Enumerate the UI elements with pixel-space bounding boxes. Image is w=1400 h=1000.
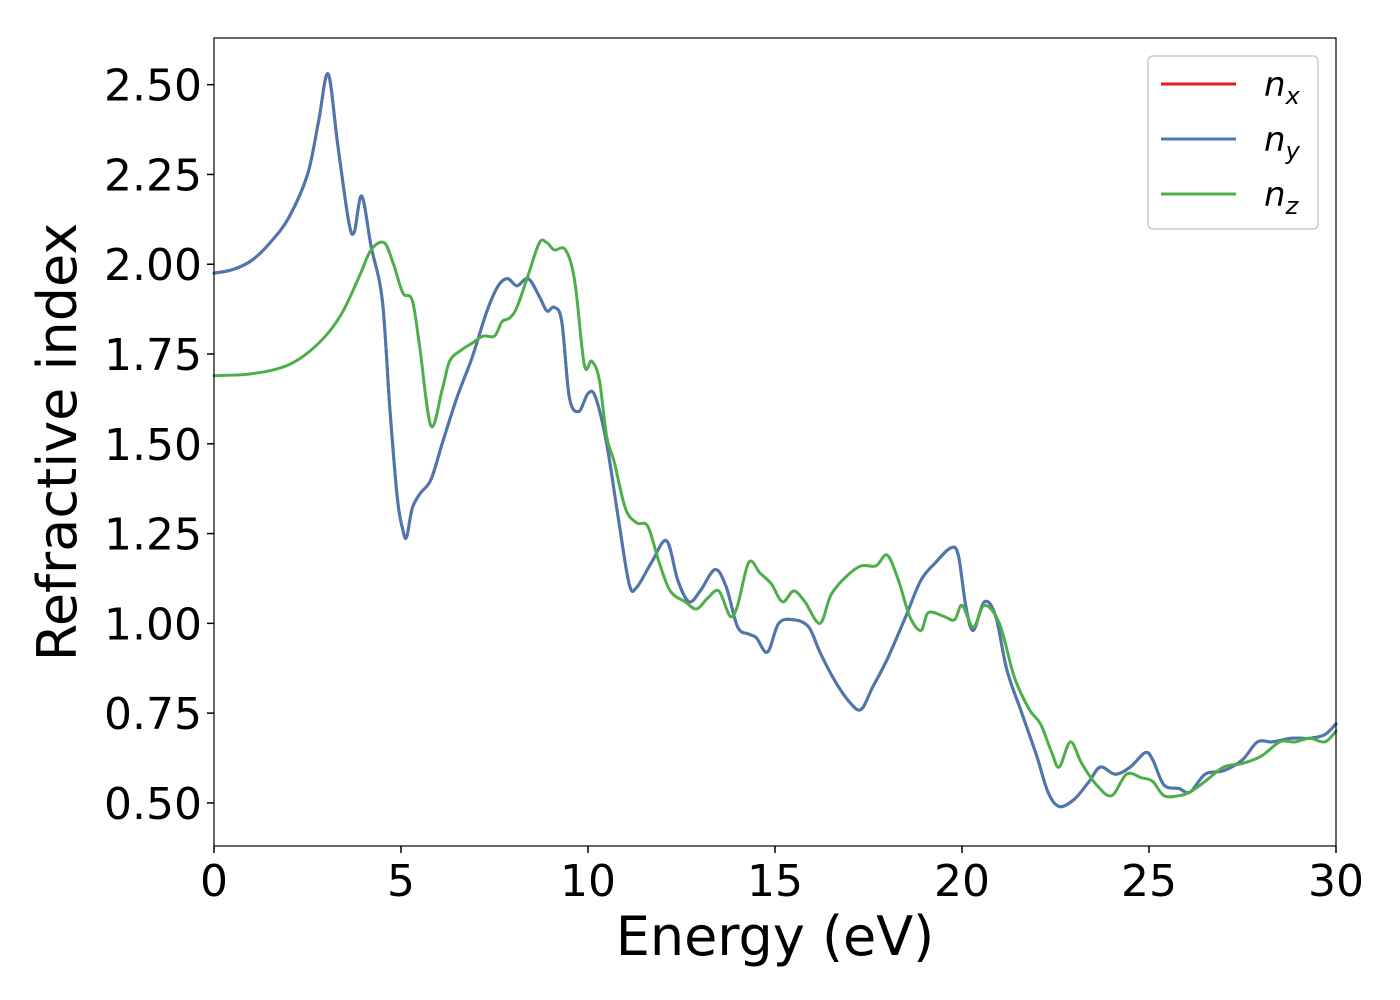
x-tick-label: 0 [200, 856, 228, 907]
legend-label-ny: ny [1264, 120, 1301, 165]
legend-label-nz: nz [1264, 175, 1300, 220]
y-axis-label: Refractive index [26, 223, 89, 662]
legend-label-base: n [1264, 120, 1286, 160]
x-axis: 0 5 10 15 20 25 30 [200, 846, 1364, 907]
y-axis: 0.50 0.75 1.00 1.25 1.50 1.75 2.00 2.25 2.50 [104, 61, 214, 830]
y-tick-label: 1.75 [104, 330, 202, 381]
y-tick-label: 2.50 [104, 61, 202, 112]
x-tick-label: 15 [747, 856, 803, 907]
y-tick-label: 0.50 [104, 779, 202, 830]
y-tick-label: 1.50 [104, 420, 202, 471]
y-tick-label: 2.25 [104, 150, 202, 201]
legend-label-nx: nx [1264, 65, 1301, 110]
legend-label-subscript: z [1285, 192, 1300, 220]
legend-label-subscript: y [1285, 137, 1301, 165]
legend-label-subscript: x [1285, 82, 1301, 110]
y-tick-label: 0.75 [104, 689, 202, 740]
legend-label-base: n [1264, 65, 1286, 105]
x-tick-label: 10 [560, 856, 616, 907]
series-layer [212, 72, 1338, 809]
x-axis-label: Energy (eV) [616, 905, 935, 968]
series-line-nz [212, 238, 1338, 799]
x-tick-label: 25 [1121, 856, 1177, 907]
series-line-ny [212, 72, 1338, 809]
x-tick-label: 5 [387, 856, 415, 907]
y-tick-label: 1.25 [104, 510, 202, 561]
x-tick-label: 20 [934, 856, 990, 907]
y-tick-label: 1.00 [104, 599, 202, 650]
x-tick-label: 30 [1308, 856, 1364, 907]
y-tick-label: 2.00 [104, 240, 202, 291]
legend-label-base: n [1264, 175, 1286, 215]
legend-box [1147, 55, 1319, 230]
